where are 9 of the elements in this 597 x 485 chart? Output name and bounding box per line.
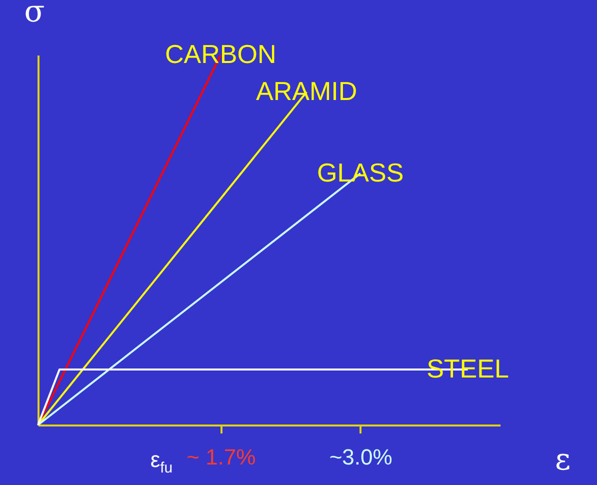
x-tick-label: ~3.0% [329, 444, 392, 470]
x-tick-label: ~ 1.7% [186, 444, 256, 470]
text: ε$_{fu}$ [150, 447, 173, 476]
series-label: GLASS [316, 157, 404, 188]
series-label: CARBON [165, 39, 276, 69]
series-label: STEEL [426, 354, 509, 384]
x-axis-title: ε [554, 442, 570, 478]
series-label: ARAMID [256, 76, 358, 106]
y-axis-title: σ [24, 0, 45, 30]
